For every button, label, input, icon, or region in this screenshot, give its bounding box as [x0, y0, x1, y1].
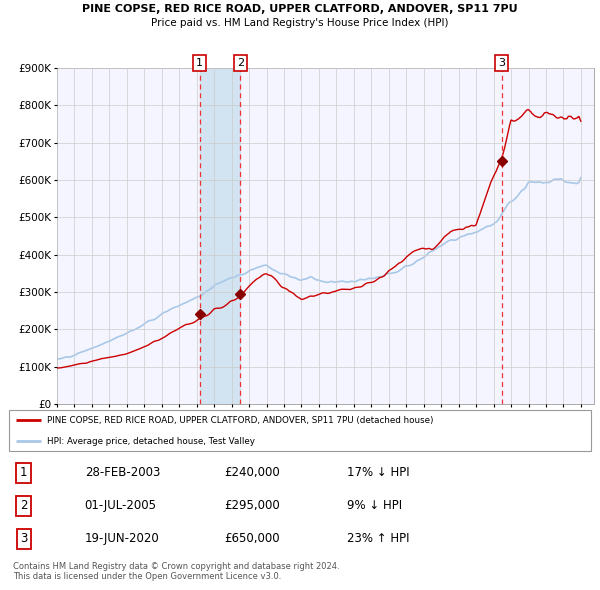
FancyBboxPatch shape	[9, 410, 591, 451]
Text: Contains HM Land Registry data © Crown copyright and database right 2024.
This d: Contains HM Land Registry data © Crown c…	[13, 562, 340, 581]
Text: Price paid vs. HM Land Registry's House Price Index (HPI): Price paid vs. HM Land Registry's House …	[151, 18, 449, 28]
Text: 2: 2	[20, 499, 28, 513]
Text: 17% ↓ HPI: 17% ↓ HPI	[347, 466, 409, 480]
Text: 3: 3	[498, 58, 505, 68]
Text: 1: 1	[196, 58, 203, 68]
Text: £295,000: £295,000	[224, 499, 280, 513]
Text: 01-JUL-2005: 01-JUL-2005	[85, 499, 157, 513]
Text: 3: 3	[20, 532, 27, 546]
Text: 28-FEB-2003: 28-FEB-2003	[85, 466, 160, 480]
Text: 9% ↓ HPI: 9% ↓ HPI	[347, 499, 401, 513]
Text: £650,000: £650,000	[224, 532, 280, 546]
Text: PINE COPSE, RED RICE ROAD, UPPER CLATFORD, ANDOVER, SP11 7PU: PINE COPSE, RED RICE ROAD, UPPER CLATFOR…	[82, 4, 518, 14]
Text: £240,000: £240,000	[224, 466, 280, 480]
Text: 19-JUN-2020: 19-JUN-2020	[85, 532, 160, 546]
Text: 1: 1	[20, 466, 28, 480]
Bar	[200, 68, 241, 404]
Text: HPI: Average price, detached house, Test Valley: HPI: Average price, detached house, Test…	[47, 437, 255, 445]
Text: PINE COPSE, RED RICE ROAD, UPPER CLATFORD, ANDOVER, SP11 7PU (detached house): PINE COPSE, RED RICE ROAD, UPPER CLATFOR…	[47, 416, 433, 425]
Text: 2: 2	[237, 58, 244, 68]
Text: 23% ↑ HPI: 23% ↑ HPI	[347, 532, 409, 546]
